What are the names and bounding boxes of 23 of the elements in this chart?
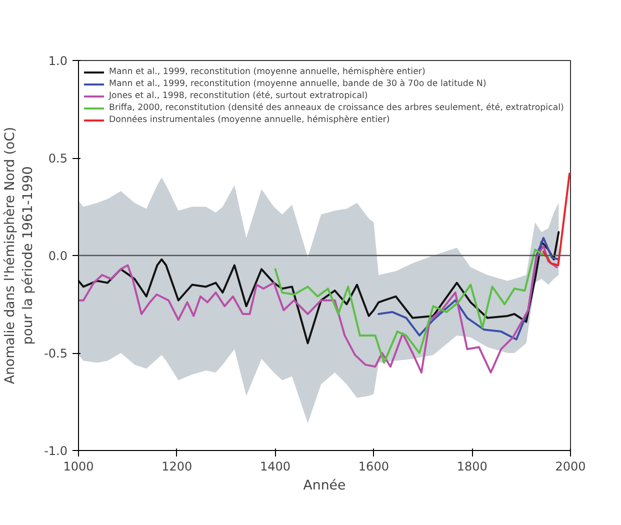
x-tick-label: 1800 (456, 460, 488, 474)
legend-label: Jones et al., 1998, reconstitution (été, surtout extratropical) (109, 90, 368, 102)
legend-label: Mann et al., 1999, reconstitution (moyenne annuelle, hémisphère entier) (109, 66, 426, 78)
line-series (542, 172, 570, 266)
x-axis-title: Année (303, 478, 346, 494)
x-tick-label: 1600 (358, 460, 389, 474)
legend-label: Mann et al., 1999, reconstitution (moyenne annuelle, bande de 30 à 70o de latitude N) (109, 78, 486, 90)
x-tick-label: 1000 (63, 460, 94, 474)
line-series (78, 231, 560, 344)
y-tick-label: 0.0 (48, 249, 68, 263)
line-series (274, 248, 550, 364)
line-series (378, 236, 560, 340)
y-tick-label: 0.5 (48, 152, 68, 166)
line-series (78, 244, 558, 374)
legend-label: Briffa, 2000, reconstitution (densité des anneaux de croissance des arbres seulement, été, extratropical) (109, 102, 564, 114)
x-tick-label: 2000 (555, 460, 586, 474)
y-tick-label: -1.0 (44, 444, 68, 458)
y-axis-title: Anomalie dans l'hémisphère Nord (oC) pour la période 1961-1990 (3, 126, 36, 384)
legend-label: Données instrumentales (moyenne annuelle, hémisphère entier) (109, 114, 390, 126)
y-tick-label: 1.0 (48, 54, 68, 68)
x-tick-label: 1400 (260, 460, 291, 474)
y-tick-label: -0.5 (44, 346, 68, 360)
x-tick-label: 1200 (162, 460, 192, 474)
